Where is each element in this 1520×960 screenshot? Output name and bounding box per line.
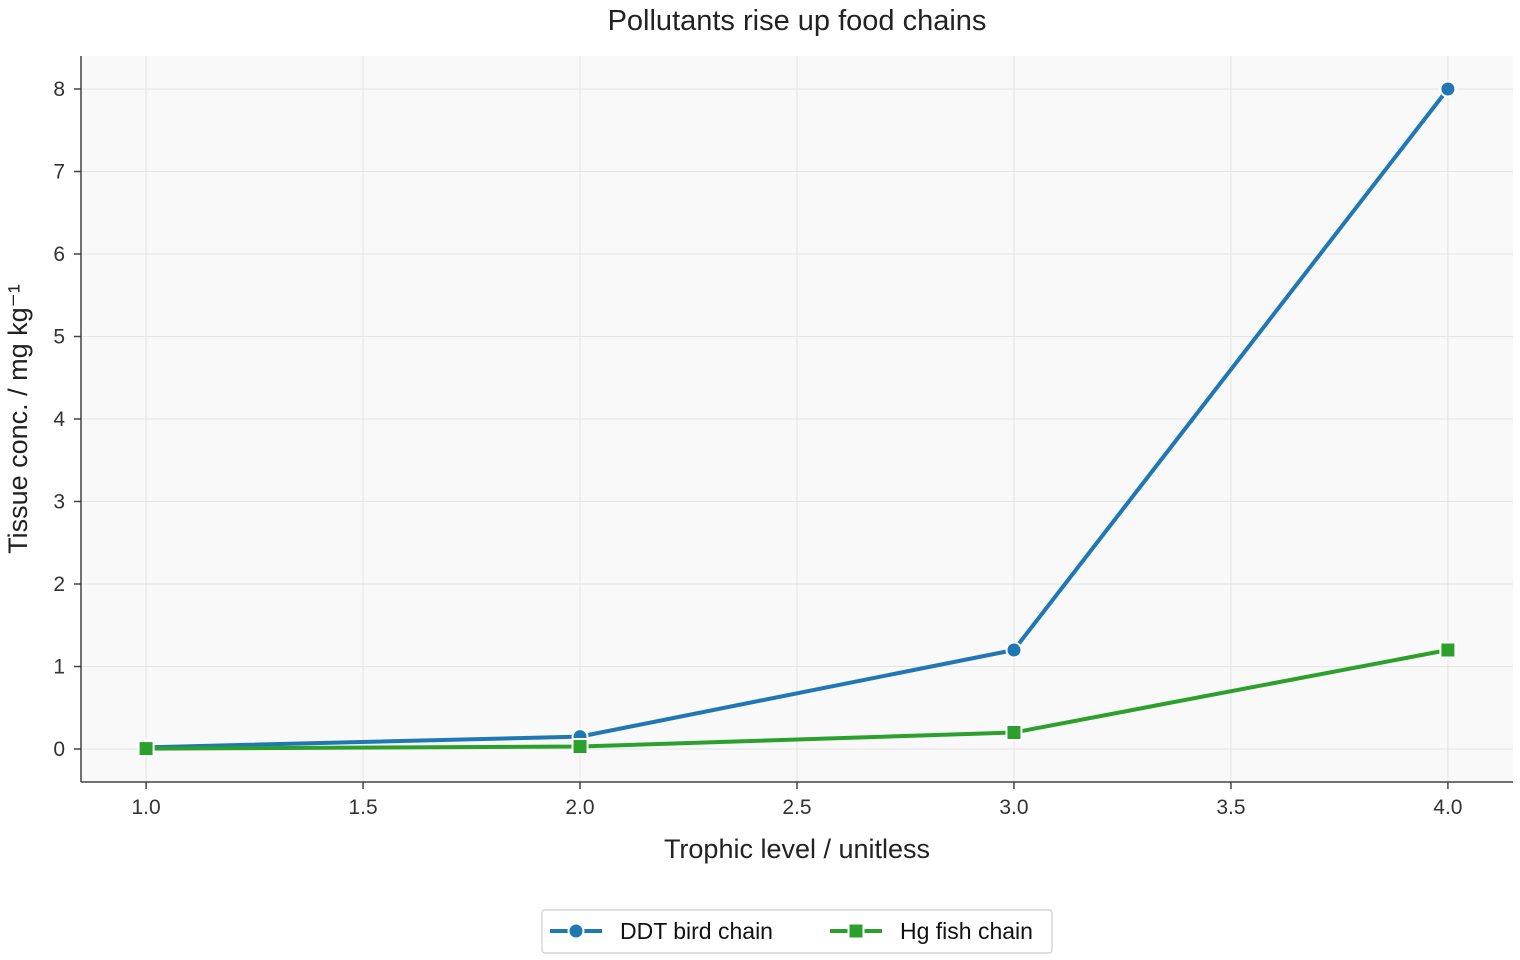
- data-point: [1005, 724, 1023, 741]
- x-axis-title: Trophic level / unitless: [664, 834, 930, 864]
- x-tick-label: 4.0: [1433, 796, 1462, 819]
- series-line-0: [144, 87, 1450, 750]
- data-point: [137, 740, 155, 758]
- legend-label: Hg fish chain: [900, 918, 1033, 944]
- x-tick-label: 2.5: [782, 796, 811, 819]
- legend: DDT bird chain Hg fish chain: [541, 909, 1053, 954]
- y-tick-label: 5: [53, 326, 65, 349]
- chart-title: Pollutants rise up food chains: [608, 5, 987, 37]
- data-point: [571, 738, 589, 756]
- legend-box: [541, 909, 1053, 954]
- y-tick-label: 8: [53, 78, 65, 101]
- x-tick-label: 2.0: [565, 796, 594, 819]
- x-ticks: 1.0 1.5 2.0 2.5 3.0 3.5 4.0: [131, 782, 1463, 819]
- legend-label: DDT bird chain: [620, 918, 773, 944]
- y-axis-title: Tissue conc. / mg kg⁻¹: [3, 284, 33, 554]
- x-tick-label: 3.0: [999, 796, 1028, 819]
- y-ticks: 0 1 2 3 4 5 6 7 8: [53, 78, 81, 761]
- data-point: [1005, 641, 1023, 659]
- y-tick-label: 6: [53, 243, 65, 266]
- y-tick-label: 4: [53, 408, 65, 431]
- data-point: [1439, 641, 1457, 659]
- series-line-1: [144, 648, 1450, 751]
- data-point: [1439, 80, 1457, 98]
- y-tick-label: 0: [53, 738, 65, 761]
- series-lines: [144, 87, 1450, 751]
- legend-marker: [567, 922, 585, 940]
- x-tick-label: 1.5: [348, 796, 377, 819]
- y-tick-label: 2: [53, 573, 65, 596]
- x-tick-label: 1.0: [131, 796, 160, 819]
- y-tick-label: 3: [53, 491, 65, 514]
- x-tick-label: 3.5: [1216, 796, 1245, 819]
- y-tick-label: 7: [53, 161, 65, 184]
- y-tick-label: 1: [53, 656, 65, 679]
- series-markers: [137, 80, 1457, 758]
- legend-marker: [847, 922, 865, 940]
